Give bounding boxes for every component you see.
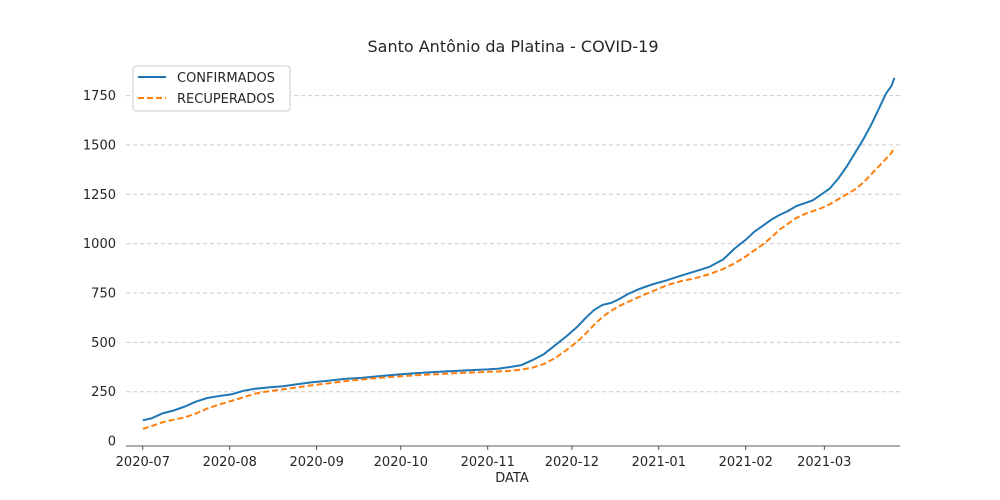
x-tick-label-2021-01: 2021-01 — [632, 455, 686, 470]
y-tick-label-750: 750 — [91, 286, 116, 301]
y-tick-label-500: 500 — [91, 336, 116, 351]
x-tick-label-2020-09: 2020-09 — [290, 455, 344, 470]
series-layer — [142, 77, 896, 430]
y-tick-label-0: 0 — [108, 435, 116, 450]
series-line-confirmados — [142, 77, 896, 422]
legend: CONFIRMADOS RECUPERADOS — [132, 65, 291, 112]
legend-frame — [132, 65, 291, 112]
y-tick-label-250: 250 — [91, 385, 116, 400]
x-axis-label: DATA — [495, 471, 529, 486]
series-line-recuperados — [142, 146, 896, 430]
legend-label-confirmados: CONFIRMADOS — [177, 71, 275, 86]
chart-title: Santo Antônio da Platina - COVID-19 — [367, 37, 658, 56]
x-tick-label-2020-12: 2020-12 — [545, 455, 599, 470]
x-tick-label-2020-11: 2020-11 — [461, 455, 515, 470]
y-tick-label-1000: 1000 — [83, 237, 116, 252]
tick-layer: 0 250 500 750 1000 1250 1500 1750 2020-07 2020-08… — [83, 89, 852, 470]
legend-label-recuperados: RECUPERADOS — [177, 92, 275, 107]
x-tick-label-2021-02: 2021-02 — [719, 455, 773, 470]
x-tick-label-2020-10: 2020-10 — [374, 455, 428, 470]
grid-layer — [126, 95, 900, 393]
x-tick-label-2020-07: 2020-07 — [116, 455, 170, 470]
x-tick-label-2021-03: 2021-03 — [797, 455, 851, 470]
y-tick-label-1250: 1250 — [83, 188, 116, 203]
y-tick-label-1500: 1500 — [83, 138, 116, 153]
y-tick-label-1750: 1750 — [83, 89, 116, 104]
x-tick-label-2020-08: 2020-08 — [203, 455, 257, 470]
